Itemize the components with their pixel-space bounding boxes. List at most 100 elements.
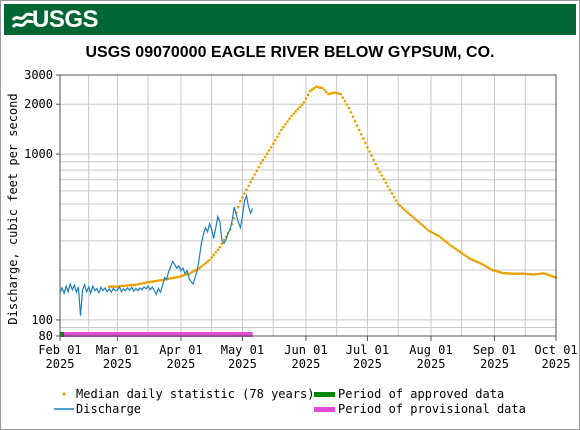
median-point	[433, 232, 437, 236]
median-point	[450, 244, 453, 248]
median-point	[411, 215, 414, 218]
median-point	[312, 86, 316, 90]
median-point	[175, 275, 179, 279]
median-point	[212, 253, 215, 257]
median-point	[370, 154, 373, 157]
median-point	[489, 267, 492, 271]
median-point	[448, 243, 451, 246]
median-point	[511, 272, 515, 276]
median-point	[122, 284, 125, 288]
median-point	[146, 280, 150, 284]
x-tick-label: Jul 01	[346, 343, 389, 357]
x-tick-label: Oct 01	[534, 343, 577, 357]
median-point	[378, 170, 382, 174]
median-point	[189, 271, 193, 274]
median-point	[462, 253, 466, 256]
median-point	[415, 218, 418, 222]
median-point	[351, 115, 355, 118]
median-point	[386, 185, 390, 188]
usgs-banner: USGS	[4, 4, 576, 35]
median-point	[308, 89, 312, 93]
median-point	[290, 114, 293, 118]
median-point	[136, 283, 140, 286]
median-point	[124, 284, 127, 288]
median-point	[550, 274, 554, 278]
median-point	[444, 239, 447, 243]
median-point	[302, 101, 306, 104]
x-tick-year-label: 2025	[228, 357, 257, 371]
y-tick-label: 1000	[24, 147, 53, 161]
median-point	[431, 231, 435, 235]
median-point	[499, 271, 503, 274]
median-point	[249, 180, 252, 184]
median-point	[194, 269, 197, 272]
median-point	[128, 284, 131, 287]
x-tick-label: Mar 01	[96, 343, 139, 357]
median-point	[382, 177, 386, 181]
median-point	[181, 274, 185, 277]
median-point	[204, 262, 207, 265]
median-point	[487, 266, 490, 270]
median-point	[538, 272, 541, 276]
median-point	[292, 112, 296, 115]
series-layer	[59, 85, 558, 316]
median-point	[515, 272, 519, 276]
median-point	[173, 276, 177, 279]
x-tick-label: Apr 01	[159, 343, 202, 357]
median-point	[495, 269, 498, 273]
median-point	[423, 225, 427, 229]
median-point	[282, 125, 285, 129]
median-point	[368, 150, 371, 153]
median-point	[466, 255, 470, 259]
grid-layer	[60, 75, 556, 336]
median-point	[271, 142, 275, 146]
legend-item-approved: Period of approved data	[314, 387, 504, 401]
median-point	[458, 250, 462, 253]
median-point	[513, 272, 517, 276]
median-point	[208, 258, 211, 262]
median-point	[396, 202, 400, 206]
median-point	[130, 283, 133, 287]
median-point	[126, 284, 129, 287]
median-point	[237, 205, 240, 209]
chart-title: USGS 09070000 EAGLE RIVER BELOW GYPSUM, …	[85, 44, 495, 61]
median-point	[507, 272, 511, 275]
median-point	[454, 247, 457, 251]
median-point	[470, 258, 474, 261]
median-point	[259, 162, 263, 165]
median-point	[355, 124, 359, 127]
x-tick-year-label: 2025	[291, 357, 320, 371]
legend-median-label: Median daily statistic (78 years)	[76, 387, 314, 401]
provisional-period-bar	[64, 332, 253, 337]
median-point	[329, 92, 332, 95]
median-point	[206, 260, 209, 263]
median-point	[191, 270, 195, 273]
x-tick-label: Jun 01	[284, 343, 327, 357]
median-point	[357, 128, 361, 132]
y-axis-label: Discharge, cubic feet per second	[6, 93, 20, 324]
median-point	[521, 272, 525, 276]
median-point	[362, 137, 365, 140]
median-point	[216, 248, 220, 251]
median-point	[456, 248, 459, 252]
median-point	[319, 86, 322, 89]
median-point	[239, 199, 242, 203]
median-point	[380, 174, 384, 177]
median-point	[491, 268, 494, 272]
median-point	[327, 92, 330, 96]
median-point	[419, 222, 423, 225]
median-point	[497, 270, 500, 274]
median-point	[200, 265, 203, 268]
median-point	[210, 256, 213, 259]
median-point	[464, 254, 468, 258]
median-point	[323, 88, 326, 92]
median-point	[485, 265, 488, 268]
median-point	[148, 280, 152, 284]
median-point	[286, 120, 289, 123]
median-point	[333, 91, 336, 94]
median-point	[120, 284, 123, 288]
median-point	[437, 234, 441, 238]
median-point	[335, 91, 339, 95]
median-point	[159, 278, 162, 282]
